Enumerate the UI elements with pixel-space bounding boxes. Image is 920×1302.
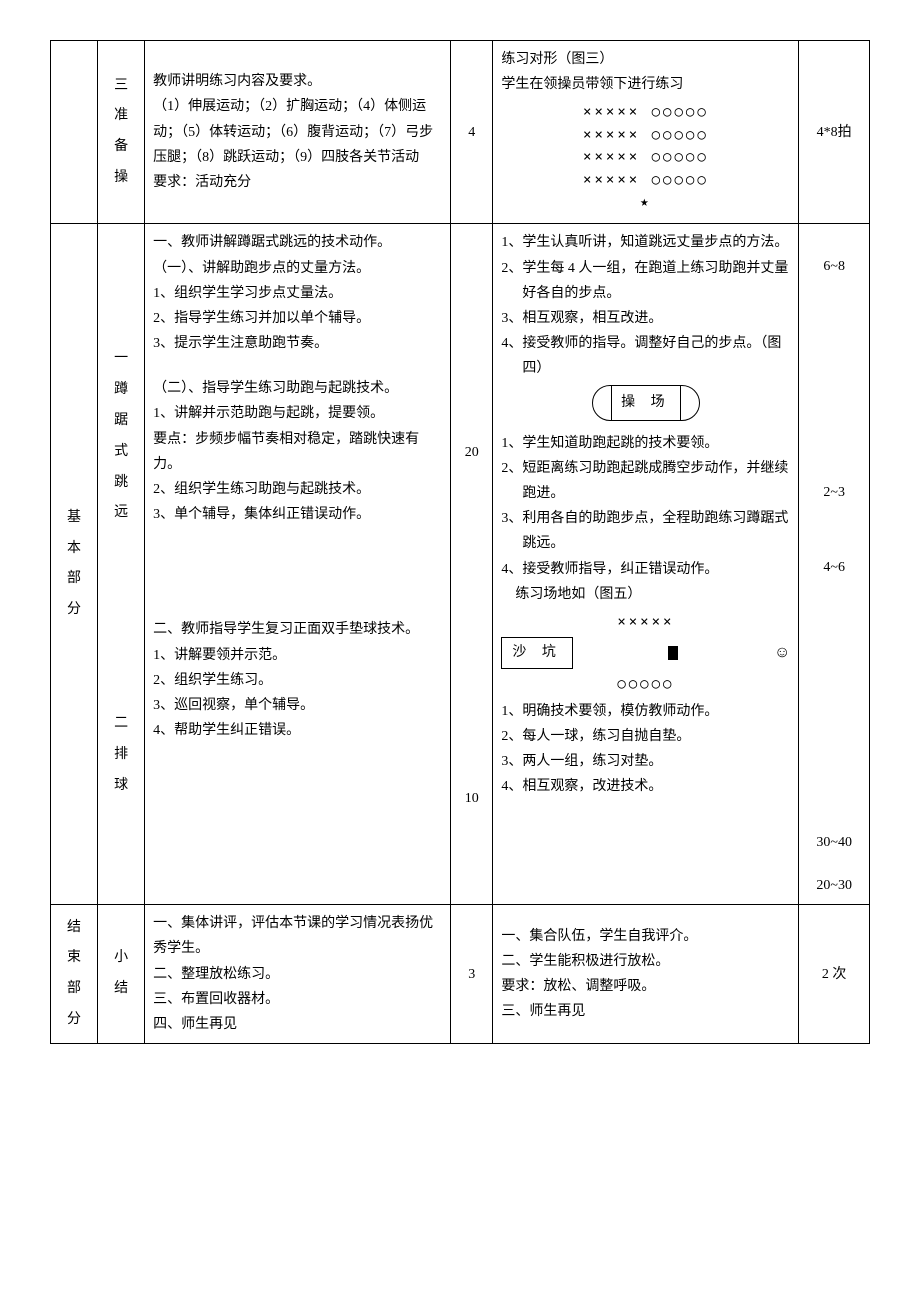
prep-teacher-content: 教师讲明练习内容及要求。 （1）伸展运动；（2）扩胸运动；（4）体侧运动；（5）… (145, 41, 451, 224)
basic-teacher-content: 一、教师讲解蹲踞式跳远的技术动作。 （一）、讲解助跑步点的丈量方法。 1、组织学… (145, 224, 451, 905)
basic-count: 6~8 2~3 4~6 30~40 20~30 (799, 224, 870, 905)
end-section-label: 结束部分 (51, 905, 98, 1044)
basic-sub-labels: 一蹲踞式跳远 二排球 (98, 224, 145, 905)
smiley-icon: ☺ (774, 639, 790, 668)
formation-diagram-3: ××××× ○○○○○ ××××× ○○○○○ ××××× ○○○○○ ××××… (501, 101, 790, 213)
sandpit-row: 沙 坑 ☺ (501, 637, 790, 668)
flag-icon (668, 646, 678, 660)
end-count: 2 次 (799, 905, 870, 1044)
basic-student-content: 1、学生认真听讲，知道跳远丈量步点的方法。 2、学生每 4 人一组，在跑道上练习… (493, 224, 799, 905)
prep-count: 4*8拍 (799, 41, 870, 224)
prep-student-content: 练习对形（图三） 学生在领操员带领下进行练习 ××××× ○○○○○ ×××××… (493, 41, 799, 224)
row-basic: 基本部分 一蹲踞式跳远 二排球 一、教师讲解蹲踞式跳远的技术动作。 （一）、讲解… (51, 224, 870, 905)
basic-time: 20 10 (451, 224, 493, 905)
prep-section-cell (51, 41, 98, 224)
end-teacher-content: 一、集体讲评，评估本节课的学习情况表扬优秀学生。 二、整理放松练习。 三、布置回… (145, 905, 451, 1044)
end-time: 3 (451, 905, 493, 1044)
lesson-plan-table: 三准备操 教师讲明练习内容及要求。 （1）伸展运动；（2）扩胸运动；（4）体侧运… (50, 40, 870, 1044)
row-prep: 三准备操 教师讲明练习内容及要求。 （1）伸展运动；（2）扩胸运动；（4）体侧运… (51, 41, 870, 224)
field-diagram-5: ××××× (501, 611, 790, 633)
prep-sub-label: 三准备操 (98, 41, 145, 224)
prep-time: 4 (451, 41, 493, 224)
track-diagram-4: 操 场 (501, 381, 790, 424)
row-end: 结束部分 小结 一、集体讲评，评估本节课的学习情况表扬优秀学生。 二、整理放松练… (51, 905, 870, 1044)
end-sub-label: 小结 (98, 905, 145, 1044)
basic-section-label: 基本部分 (51, 224, 98, 905)
end-student-content: 一、集合队伍，学生自我评介。 二、学生能积极进行放松。 要求：放松、调整呼吸。 … (493, 905, 799, 1044)
sandpit-box: 沙 坑 (501, 637, 573, 668)
